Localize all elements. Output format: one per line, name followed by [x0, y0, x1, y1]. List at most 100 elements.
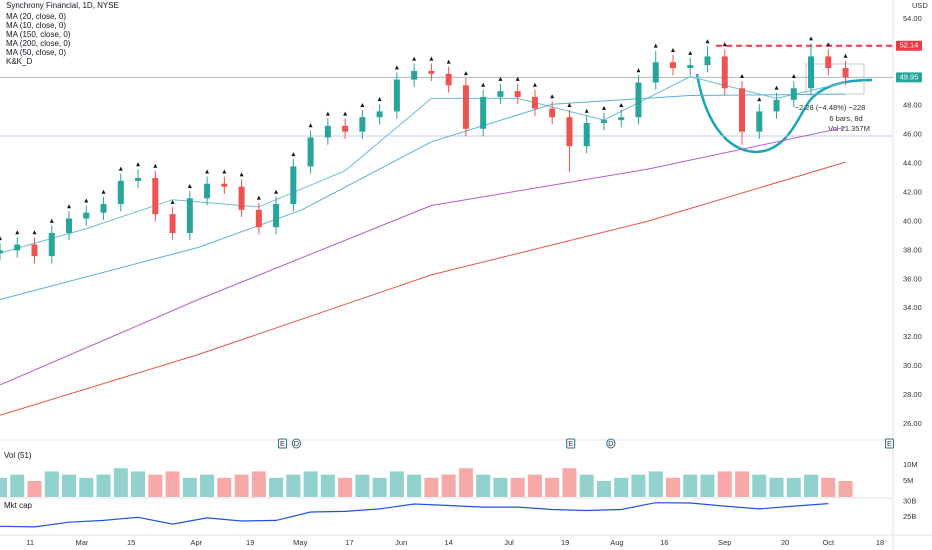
- volume-bar: [631, 474, 646, 497]
- y-tick-label: 42.00: [903, 187, 922, 196]
- volume-bar: [62, 474, 77, 497]
- vol-tick-label: 5M: [903, 476, 913, 485]
- signal-arrow: [222, 169, 227, 174]
- candle-body: [83, 212, 90, 219]
- volume-bar: [131, 471, 146, 497]
- event-label: E: [280, 439, 285, 448]
- candle-body: [618, 117, 625, 121]
- y-tick-label: 32.00: [903, 332, 922, 341]
- x-tick-label: 17: [345, 538, 353, 547]
- candle-body: [169, 214, 176, 233]
- signal-arrow: [15, 230, 20, 235]
- volume-bar: [493, 477, 508, 497]
- volume-bar: [79, 477, 94, 497]
- candle-body: [0, 250, 3, 254]
- legend-item: MA (200, close, 0): [6, 39, 71, 48]
- signal-arrow: [740, 74, 745, 79]
- moving-average: [0, 76, 846, 254]
- candle-body: [825, 56, 832, 69]
- volume-bar: [372, 477, 387, 497]
- signal-arrow: [67, 204, 72, 209]
- x-tick-label: 19: [246, 538, 254, 547]
- x-tick-label: 11: [26, 538, 34, 547]
- signal-arrow: [826, 42, 831, 47]
- volume-bar: [441, 474, 456, 497]
- signal-arrow: [325, 111, 330, 116]
- signal-arrow: [722, 42, 727, 47]
- x-tick-label: Jun: [395, 538, 407, 547]
- signal-arrow: [498, 76, 503, 81]
- price-label-box: [896, 72, 922, 83]
- signal-arrow: [757, 97, 762, 102]
- price-label: 52.14: [900, 41, 919, 50]
- signal-arrow: [584, 108, 589, 113]
- candle-body: [583, 122, 590, 147]
- signal-arrow: [274, 189, 279, 194]
- volume-bar: [338, 477, 353, 497]
- event-label: E: [887, 439, 892, 448]
- volume-bar: [717, 471, 732, 497]
- pane-title: Mkt cap: [4, 501, 33, 510]
- volume-bar: [286, 474, 301, 497]
- candle-body: [324, 125, 331, 138]
- mktcap-tick-label: 25B: [903, 512, 916, 521]
- event-label: D: [294, 439, 300, 448]
- candle-body: [480, 96, 487, 129]
- volume-bar: [355, 474, 370, 497]
- annotation: −2.28 (−4.48%) −228: [795, 103, 866, 112]
- legend-item: MA (20, close, 0): [6, 12, 66, 21]
- candle-body: [359, 117, 366, 132]
- signal-arrow: [670, 47, 675, 52]
- volume-bar: [165, 471, 180, 497]
- signal-arrow: [446, 59, 451, 64]
- candle-body: [808, 56, 815, 89]
- volume-bar: [200, 474, 215, 497]
- volume-bar: [838, 481, 853, 497]
- x-tick-label: 16: [660, 538, 668, 547]
- y-tick-label: 26.00: [903, 419, 922, 428]
- signal-arrow: [256, 195, 261, 200]
- volume-bar: [821, 477, 836, 497]
- signal-arrow: [394, 65, 399, 70]
- y-tick-label: 34.00: [903, 303, 922, 312]
- legend-item: MA (50, close, 0): [6, 48, 66, 57]
- candle-body: [652, 62, 659, 83]
- currency: USD: [912, 1, 928, 10]
- volume-bar: [458, 468, 473, 497]
- volume-bar: [182, 477, 197, 497]
- candle-body: [566, 117, 573, 147]
- volume-bar: [113, 468, 128, 497]
- signal-arrow: [567, 102, 572, 107]
- candle-body: [687, 65, 694, 69]
- volume-bar: [769, 477, 784, 497]
- candle-body: [842, 68, 849, 78]
- signal-arrow: [653, 43, 658, 48]
- candle-body: [204, 183, 211, 199]
- y-tick-label: 38.00: [903, 245, 922, 254]
- volume-bar: [96, 474, 111, 497]
- candle-body: [531, 96, 538, 109]
- volume-bar: [251, 471, 266, 497]
- candle-body: [549, 108, 556, 118]
- candle-body: [721, 56, 728, 89]
- x-tick-label: Sep: [718, 538, 731, 547]
- candle-body: [66, 218, 73, 233]
- candle-body: [445, 73, 452, 86]
- signal-arrow: [0, 236, 2, 241]
- annotation: 6 bars, 8d: [829, 114, 862, 123]
- volume-bar: [269, 477, 284, 497]
- volume-bar: [665, 477, 680, 497]
- signal-arrow: [481, 82, 486, 87]
- x-tick-label: Aug: [610, 538, 623, 547]
- candle-body: [14, 244, 21, 251]
- signal-arrow: [308, 123, 313, 128]
- vol-tick-label: 10M: [903, 460, 918, 469]
- y-tick-label: 46.00: [903, 130, 922, 139]
- signal-arrow: [774, 85, 779, 90]
- signal-arrow: [205, 169, 210, 174]
- event-marker: [566, 438, 576, 449]
- moving-average: [0, 161, 846, 416]
- x-tick-label: 18: [876, 538, 884, 547]
- candle-body: [376, 111, 383, 118]
